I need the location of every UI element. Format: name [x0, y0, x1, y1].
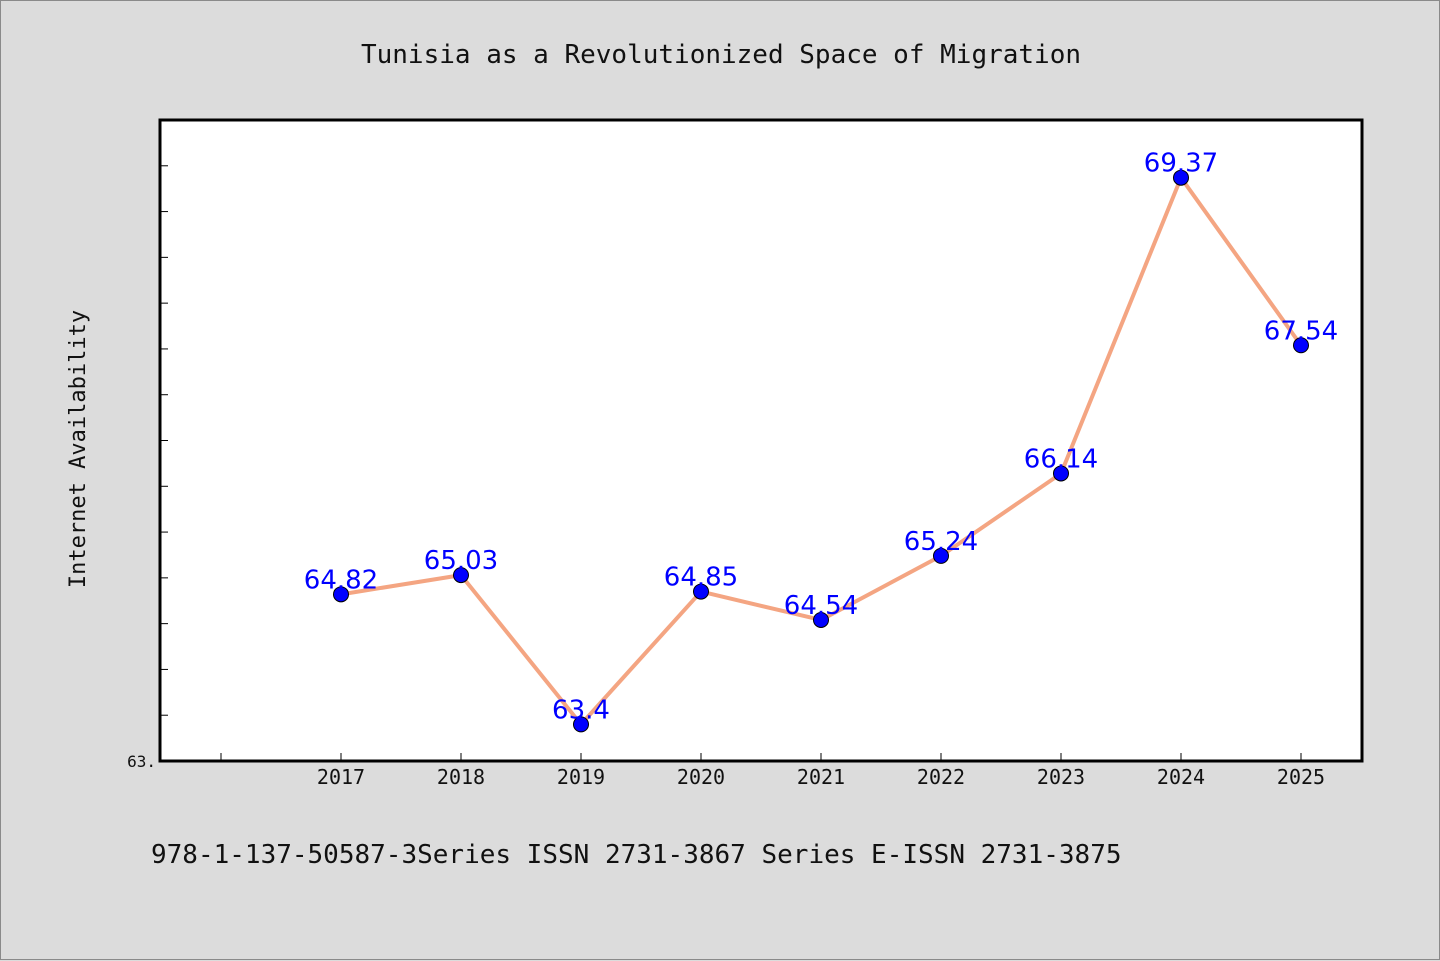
plot-area [158, 118, 1364, 763]
x-tick-label: 2020 [677, 765, 725, 789]
footer-isbn-issn: 978-1-137-50587-3Series ISSN 2731-3867 S… [151, 840, 1122, 870]
data-point-marker [813, 611, 829, 628]
data-point-marker [1053, 465, 1069, 482]
data-point-marker [693, 583, 709, 600]
x-tick-label: 2018 [437, 765, 485, 789]
data-point-marker [1173, 169, 1189, 186]
data-label: 69.37 [1144, 149, 1218, 179]
data-point-marker [933, 547, 949, 564]
data-point-marker [1293, 337, 1309, 354]
data-label: 66.14 [1024, 444, 1098, 474]
chart-title: Tunisia as a Revolutionized Space of Mig… [361, 40, 1081, 70]
data-label: 64.82 [304, 565, 378, 595]
data-label: 67.54 [1264, 316, 1338, 346]
data-point-marker [333, 586, 349, 603]
y-axis-label: Internet Availability [66, 310, 91, 588]
data-point-marker [573, 716, 589, 733]
x-tick-label: 2023 [1037, 765, 1085, 789]
y-axis-min-label: 63. [127, 752, 156, 771]
x-tick-label: 2017 [317, 765, 365, 789]
y-axis-ticks [160, 119, 168, 762]
data-label: 65.24 [904, 527, 978, 557]
data-point-marker [453, 567, 469, 584]
x-tick-label: 2024 [1157, 765, 1205, 789]
data-label: 64.54 [784, 591, 858, 621]
data-label: 64.85 [664, 563, 738, 593]
series-line-group: 64.82 65.03 63.4 64.85 64.54 65.24 66.14 69.37 6… [304, 149, 1338, 733]
x-tick-label: 2019 [557, 765, 605, 789]
x-tick-label: 2025 [1277, 765, 1325, 789]
x-tick-label: 2022 [917, 765, 965, 789]
data-label: 65.03 [424, 546, 498, 576]
x-tick-label: 2021 [797, 765, 845, 789]
x-axis-ticks: 2017 2018 2019 2020 2021 2022 2023 2024 2025 [220, 753, 1325, 789]
data-label: 63.4 [552, 695, 610, 725]
